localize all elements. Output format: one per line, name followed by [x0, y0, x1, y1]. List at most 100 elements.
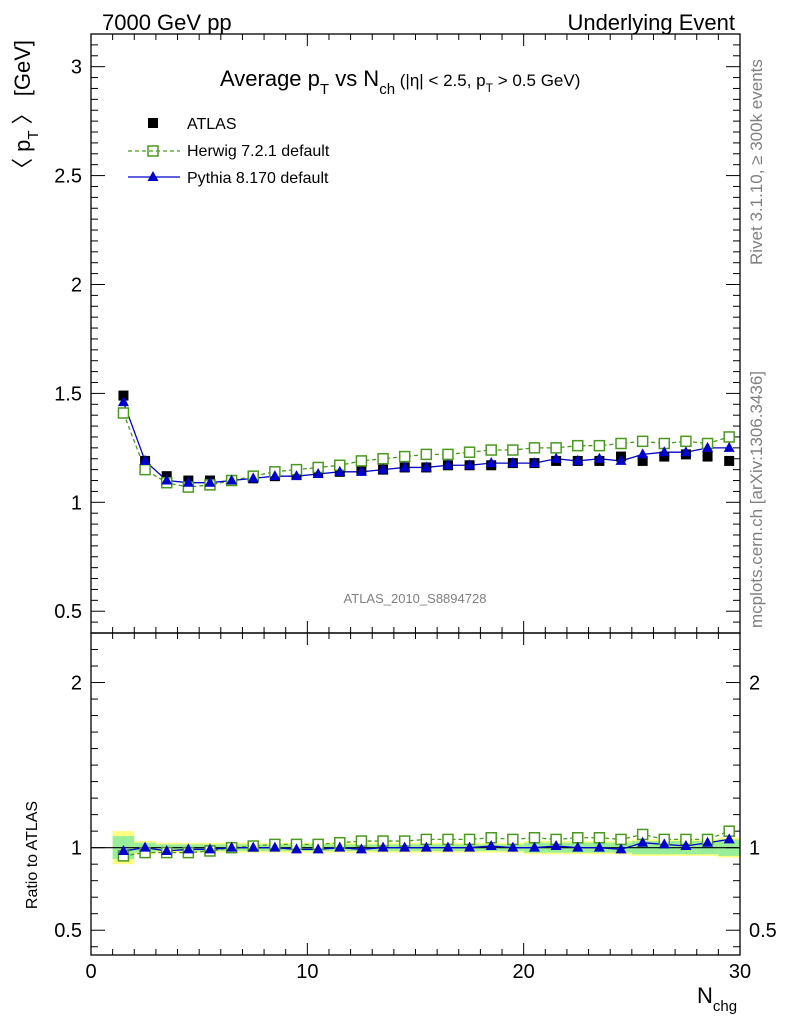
- title-sub1: T: [320, 81, 329, 98]
- pythia-ratio-point: [420, 841, 432, 852]
- pythia-ratio-point: [572, 841, 584, 852]
- mcplots-label: mcplots.cern.ch [arXiv:1306.3436]: [747, 371, 766, 628]
- pythia-point: [139, 454, 151, 465]
- pythia-ratio-point: [399, 841, 411, 852]
- pythia-point: [528, 457, 540, 468]
- herwig-point: [463, 446, 476, 458]
- axis-ticks: [90, 33, 741, 955]
- y-tick-label: 1.5: [54, 383, 82, 405]
- plot-title: Average pT vs Nch (|η| < 2.5, pT > 0.5 G…: [220, 66, 580, 98]
- pythia-ratio-point: [464, 841, 476, 852]
- pythia-point: [182, 476, 194, 487]
- ratio-y-tick-label-right: 0.5: [749, 920, 777, 942]
- pythia-point: [312, 467, 324, 478]
- ratio-y-tick-label-right: 2: [749, 673, 760, 695]
- pythia-ratio-point: [312, 843, 324, 854]
- ratio-y-tick-label-right: 1: [749, 838, 760, 860]
- pythia-point: [680, 446, 692, 457]
- herwig-point: [355, 455, 368, 467]
- legend-pythia-marker: [147, 171, 159, 181]
- pythia-point: [658, 446, 670, 457]
- herwig-point: [593, 439, 606, 452]
- pythia-ratio-point: [291, 843, 303, 854]
- ylabel-sub: T: [25, 130, 42, 139]
- pythia-ratio-point: [226, 841, 238, 852]
- atlas-point: [637, 455, 648, 466]
- series-markers: [117, 390, 735, 862]
- herwig-ratio-point: [615, 833, 627, 846]
- pythia-point: [399, 461, 411, 472]
- herwig-point: [680, 435, 692, 448]
- herwig-point: [117, 407, 130, 419]
- pythia-point: [723, 441, 735, 452]
- pythia-ratio-point: [723, 833, 735, 844]
- pythia-point: [355, 465, 367, 476]
- herwig-point: [485, 444, 497, 456]
- herwig-point: [550, 442, 562, 454]
- pythia-ratio-point: [334, 841, 346, 852]
- title-sub2: ch: [379, 81, 395, 98]
- pythia-ratio-point: [680, 840, 692, 851]
- atlas-point: [118, 390, 129, 401]
- pythia-ratio-point: [117, 844, 129, 855]
- pythia-ratio-point: [593, 841, 605, 852]
- ylabel-open: 〈 p: [10, 140, 35, 180]
- pythia-ratio-point: [377, 841, 389, 852]
- pythia-point: [464, 459, 476, 470]
- pythia-point: [485, 457, 497, 468]
- herwig-point: [636, 435, 649, 448]
- herwig-ratio-point: [528, 832, 541, 844]
- pythia-ratio-point: [355, 843, 367, 854]
- pythia-ratio-point: [485, 840, 497, 851]
- title-cuts-b: > 0.5 GeV): [493, 71, 580, 90]
- pythia-point: [247, 472, 259, 483]
- pythia-point: [377, 463, 389, 474]
- herwig-point: [507, 444, 519, 456]
- herwig-ratio-point: [572, 832, 584, 844]
- pythia-ratio-point: [507, 841, 519, 852]
- pythia-ratio-point: [442, 841, 454, 852]
- pythia-ratio-point: [658, 838, 670, 849]
- title-mid: vs N: [329, 66, 379, 91]
- pythia-ratio-point: [182, 843, 194, 854]
- pythia-point: [226, 474, 238, 485]
- pythia-ratio-point: [139, 841, 151, 852]
- xlabel-main: N: [697, 983, 713, 1008]
- herwig-point: [377, 452, 389, 465]
- title-main: Average p: [220, 66, 320, 91]
- pythia-point: [637, 448, 649, 459]
- pythia-ratio-point: [637, 836, 649, 847]
- title-cuts-sub: T: [486, 81, 494, 95]
- herwig-ratio-point: [593, 832, 606, 844]
- header-right: Underlying Event: [567, 10, 735, 35]
- herwig-point: [572, 439, 584, 452]
- y-axis-label: 〈 pT 〉 [GeV]: [10, 40, 42, 180]
- herwig-point: [528, 442, 541, 454]
- title-cuts-a: (|η| < 2.5, p: [395, 71, 486, 90]
- pythia-point: [702, 441, 714, 452]
- x-tick-label: 10: [296, 961, 318, 983]
- ratio-plot-frame: [90, 632, 741, 956]
- x-axis-label: Nchg: [697, 983, 737, 1015]
- ratio-y-tick-label: 0.5: [54, 920, 82, 942]
- pythia-point: [204, 476, 216, 487]
- herwig-point: [420, 448, 433, 461]
- pythia-ratio-point: [528, 841, 540, 852]
- pythia-point: [161, 474, 173, 485]
- legend-herwig-label: Herwig 7.2.1 default: [187, 143, 330, 160]
- pythia-point: [572, 454, 584, 465]
- pythia-point: [334, 465, 346, 476]
- x-tick-label: 30: [729, 961, 751, 983]
- pythia-ratio-point: [269, 841, 281, 852]
- pythia-ratio-point: [247, 841, 259, 852]
- pythia-point: [615, 454, 627, 465]
- legend-atlas-marker: [148, 118, 158, 128]
- ratio-y-label: Ratio to ATLAS: [24, 801, 41, 909]
- xlabel-sub: chg: [713, 998, 737, 1015]
- pythia-point: [269, 470, 281, 481]
- y-tick-label: 1: [71, 492, 82, 514]
- y-tick-label: 3: [71, 57, 82, 79]
- pythia-point: [442, 459, 454, 470]
- pythia-ratio-point: [615, 843, 627, 854]
